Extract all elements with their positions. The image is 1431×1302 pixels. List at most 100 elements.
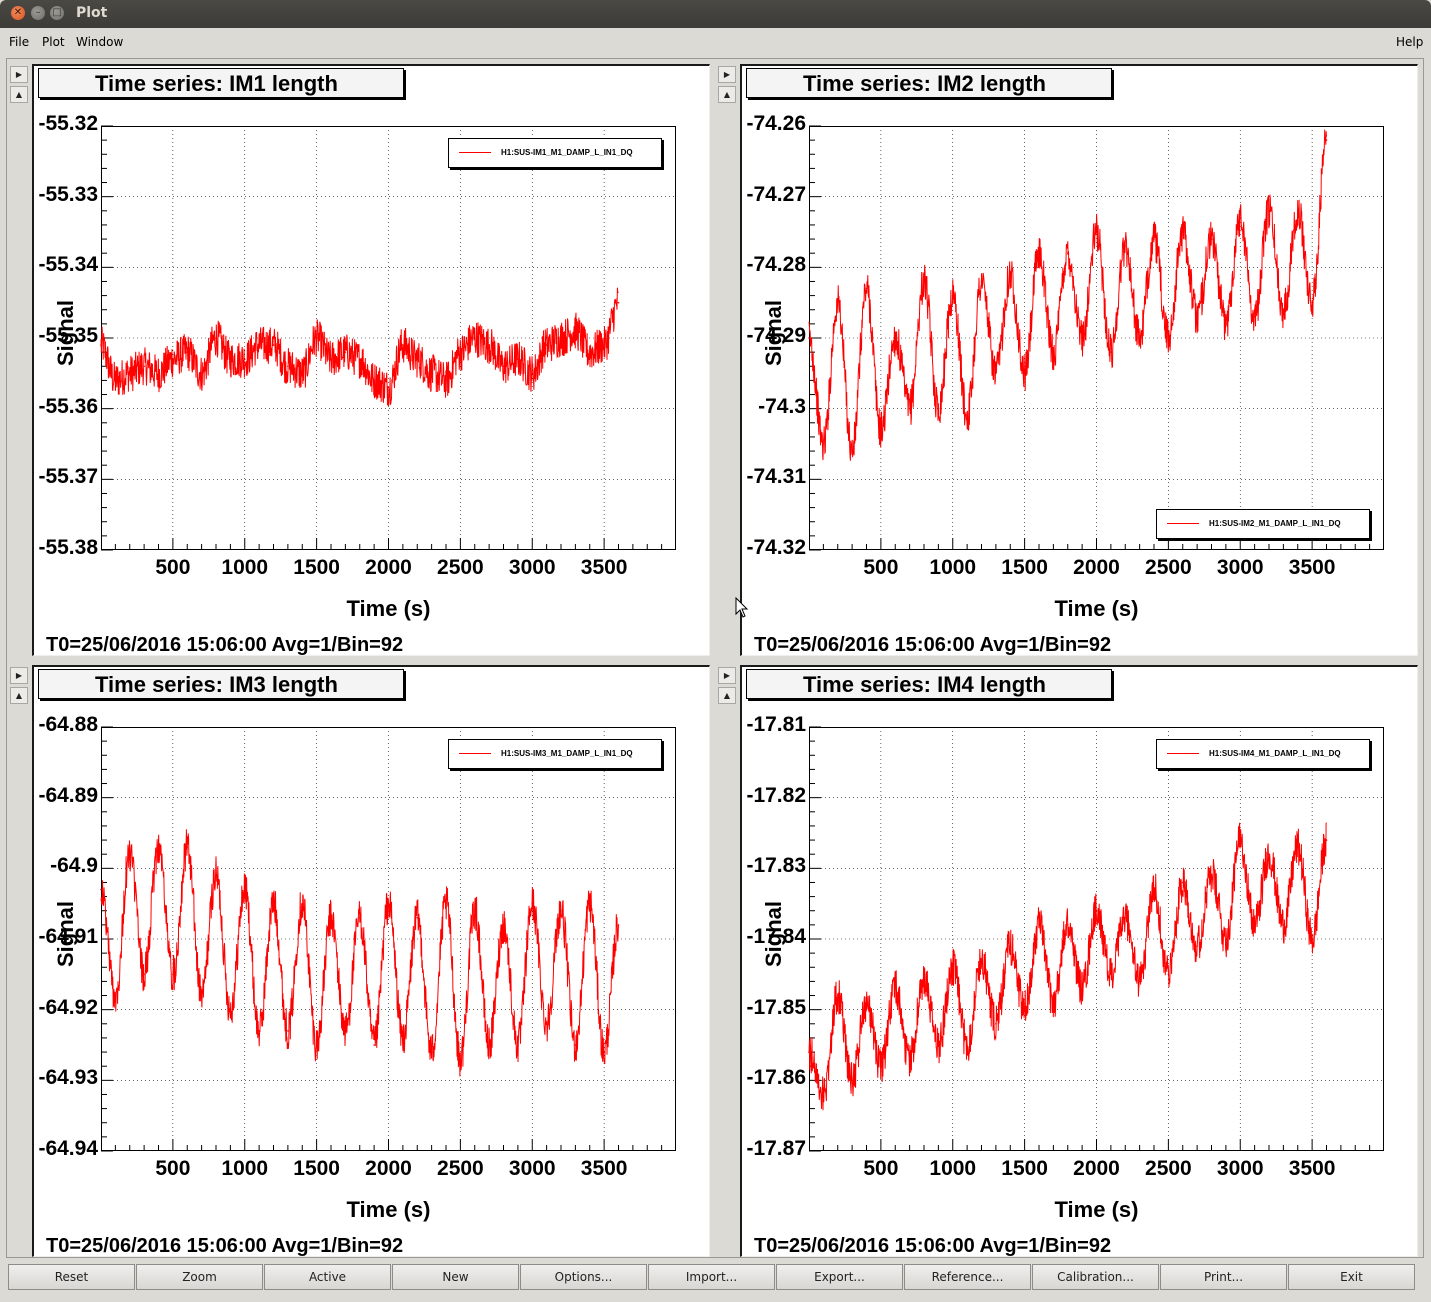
data-point (1253, 924, 1256, 926)
series-line (808, 129, 1327, 461)
plot-pad[interactable]: Time series: IM1 length -55.32 -55.33 -55.3… (32, 64, 710, 656)
data-point (908, 1058, 911, 1060)
data-point (1210, 238, 1213, 240)
data-point (1009, 945, 1012, 947)
data-point (1066, 924, 1069, 926)
legend-box[interactable]: H1:SUS-IM4_M1_DAMP_L_IN1_DQ (1156, 739, 1370, 769)
x-tick-label: 3000 (1216, 556, 1264, 579)
data-point (1311, 301, 1313, 304)
button-bar: Reset Zoom Active New Options... Import... Exp… (8, 1264, 1418, 1290)
data-point (157, 846, 160, 848)
data-point (315, 337, 318, 339)
pad-right-arrow-icon[interactable]: ▶ (718, 667, 736, 684)
series-line (100, 829, 619, 1077)
data-point (1124, 917, 1127, 919)
pad-up-arrow-icon[interactable]: ▲ (10, 687, 28, 704)
reference-button[interactable]: Reference... (904, 1264, 1031, 1290)
data-point (358, 917, 361, 919)
y-tick-label: -55.37 (38, 465, 98, 489)
time-series-chart[interactable] (100, 726, 676, 1152)
data-point (851, 450, 853, 452)
pad-right-arrow-icon[interactable]: ▶ (718, 66, 736, 83)
y-tick-label: -74.27 (746, 182, 806, 206)
data-point (445, 902, 447, 905)
pad-arrow-buttons: ▶ ▲ (718, 66, 736, 106)
data-point (416, 358, 419, 360)
menu-plot[interactable]: Plot (42, 35, 65, 49)
data-point (402, 1037, 404, 1039)
x-tick-label: 2500 (437, 1157, 484, 1180)
data-point (894, 987, 897, 990)
time-series-chart[interactable] (808, 125, 1384, 551)
data-point (287, 365, 289, 368)
pad-up-arrow-icon[interactable]: ▲ (718, 687, 736, 704)
y-tick-label: -17.82 (746, 783, 806, 807)
export-button[interactable]: Export... (776, 1264, 903, 1290)
data-point (430, 1051, 433, 1053)
data-point (617, 301, 620, 304)
zoom-button[interactable]: Zoom (136, 1264, 263, 1290)
y-axis-label: Signal (761, 900, 786, 967)
legend-swatch (1167, 753, 1199, 754)
x-axis-label: Time (s) (346, 1197, 431, 1222)
menu-help[interactable]: Help (1396, 35, 1424, 49)
menu-window[interactable]: Window (76, 35, 124, 49)
data-point (243, 888, 246, 891)
data-point (373, 1044, 375, 1046)
pad-right-arrow-icon[interactable]: ▶ (10, 66, 28, 83)
data-point (836, 301, 839, 304)
data-point (186, 351, 189, 353)
data-point (1239, 217, 1242, 219)
x-tick-label: 1000 (221, 1157, 269, 1180)
y-tick-label: -64.89 (38, 783, 98, 807)
data-point (1110, 351, 1112, 353)
legend-box[interactable]: H1:SUS-IM2_M1_DAMP_L_IN1_DQ (1156, 509, 1370, 539)
data-point (186, 846, 189, 848)
active-button[interactable]: Active (264, 1264, 391, 1290)
data-point (808, 337, 810, 339)
data-point (1282, 308, 1285, 311)
y-tick-label: -64.91 (38, 925, 98, 948)
data-point (1124, 245, 1127, 247)
plot-pad[interactable]: Time series: IM4 length -17.81 -17.82 -17.8… (740, 665, 1418, 1257)
x-tick-label: 2500 (1145, 1157, 1192, 1180)
close-icon[interactable]: ✕ (11, 6, 25, 20)
pad-right-arrow-icon[interactable]: ▶ (10, 667, 28, 684)
pad-up-arrow-icon[interactable]: ▲ (718, 86, 736, 103)
time-series-chart[interactable] (808, 726, 1384, 1152)
data-point (822, 443, 825, 445)
legend-label: H1:SUS-IM1_M1_DAMP_L_IN1_DQ (501, 148, 633, 157)
options-button[interactable]: Options... (520, 1264, 647, 1290)
import-button[interactable]: Import... (648, 1264, 775, 1290)
exit-button[interactable]: Exit (1288, 1264, 1415, 1290)
data-point (951, 294, 954, 297)
data-point (1081, 987, 1083, 990)
calibration-button[interactable]: Calibration... (1032, 1264, 1159, 1290)
menu-file[interactable]: File (9, 35, 30, 49)
data-point (1038, 252, 1040, 254)
data-point (1325, 839, 1328, 841)
new-button[interactable]: New (392, 1264, 519, 1290)
data-point (980, 280, 983, 283)
print-button[interactable]: Print... (1160, 1264, 1287, 1290)
data-point (851, 1079, 853, 1082)
data-point (588, 902, 591, 905)
time-series-chart[interactable] (100, 125, 676, 551)
data-point (923, 980, 925, 983)
data-point (574, 330, 577, 332)
plot-pad[interactable]: Time series: IM3 length -64.88 -64.89 -64.9… (32, 665, 710, 1257)
data-point (143, 365, 145, 368)
x-tick-label: 1500 (293, 556, 340, 579)
legend-box[interactable]: H1:SUS-IM3_M1_DAMP_L_IN1_DQ (448, 739, 662, 769)
data-point (1268, 853, 1270, 855)
data-point (1023, 372, 1026, 375)
pad-up-arrow-icon[interactable]: ▲ (10, 86, 28, 103)
plot-pad[interactable]: Time series: IM2 length -74.26 -74.27 -74.2… (740, 64, 1418, 656)
data-point (502, 924, 505, 926)
y-tick-label: -55.33 (38, 182, 98, 206)
minimize-icon[interactable]: – (31, 6, 45, 20)
reset-button[interactable]: Reset (8, 1264, 135, 1290)
x-tick-label: 1000 (929, 1157, 977, 1180)
legend-box[interactable]: H1:SUS-IM1_M1_DAMP_L_IN1_DQ (448, 138, 662, 168)
maximize-icon[interactable]: □ (50, 6, 64, 20)
